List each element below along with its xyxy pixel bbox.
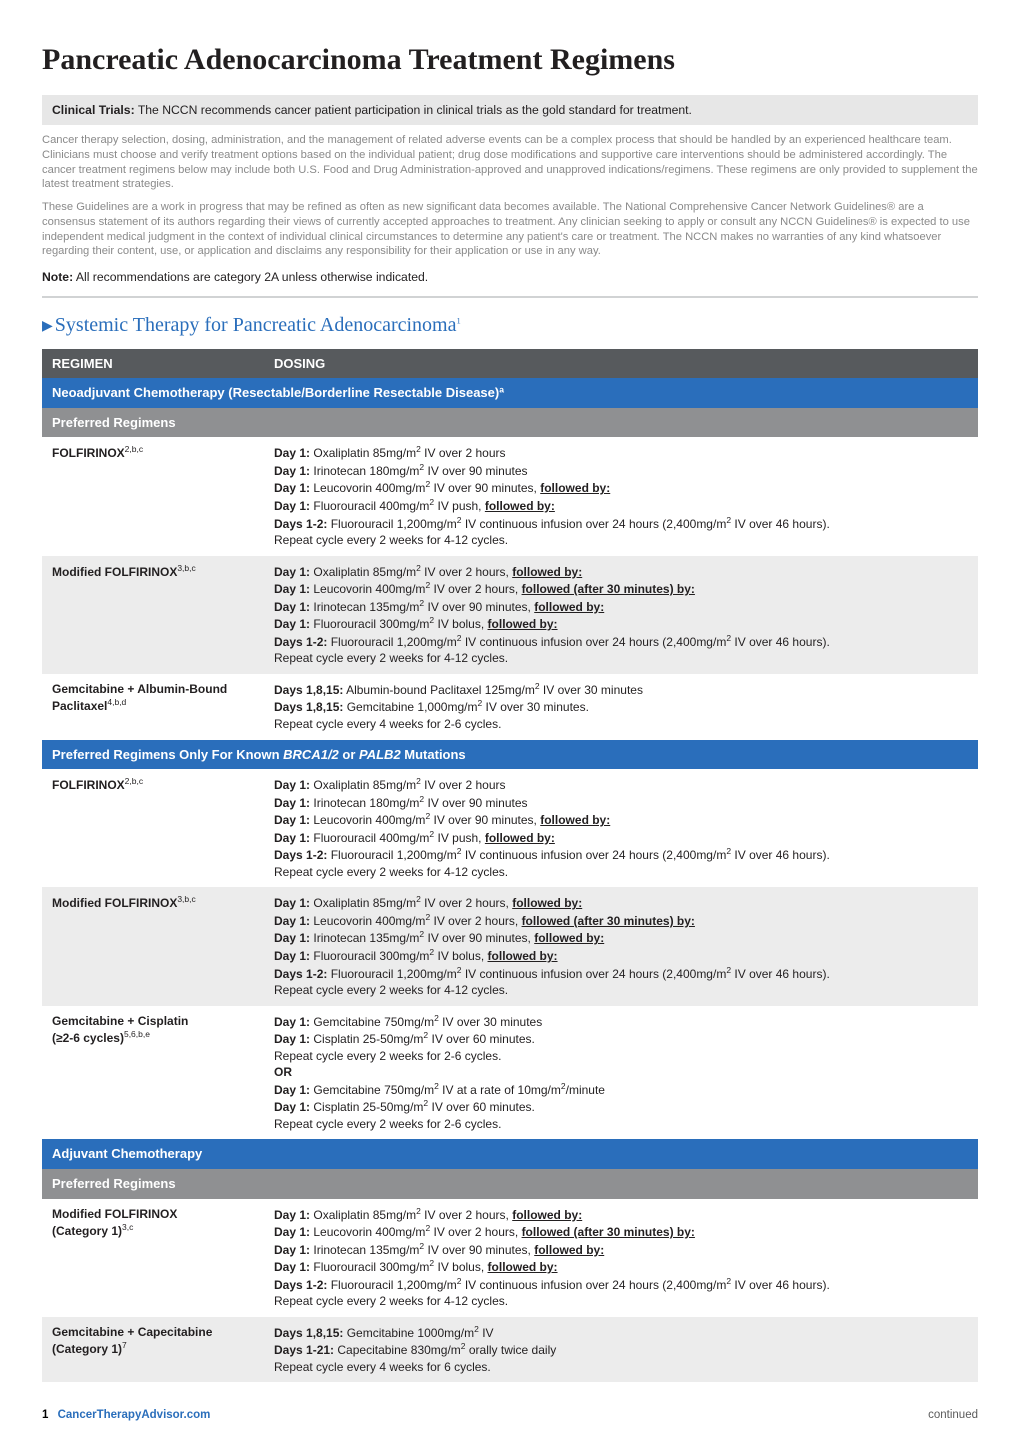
dosing-cell: Days 1,8,15: Albumin-bound Paclitaxel 12…: [264, 674, 978, 740]
header-regimen: REGIMEN: [42, 349, 264, 379]
page-title: Pancreatic Adenocarcinoma Treatment Regi…: [42, 40, 978, 81]
regimens-table: REGIMEN DOSING Neoadjuvant Chemotherapy …: [42, 349, 978, 1383]
regimen-cell: Gemcitabine + Capecitabine(Category 1)7: [42, 1317, 264, 1383]
clinical-trials-label: Clinical Trials:: [52, 103, 135, 117]
header-dosing: DOSING: [264, 349, 978, 379]
clinical-trials-text: The NCCN recommends cancer patient parti…: [138, 103, 692, 117]
table-row: Modified FOLFIRINOX(Category 1)3,c Day 1…: [42, 1199, 978, 1317]
band-preferred-2-text: Preferred Regimens: [42, 1169, 978, 1199]
note-label: Note:: [42, 270, 73, 284]
dosing-cell: Day 1: Oxaliplatin 85mg/m2 IV over 2 hou…: [264, 1199, 978, 1317]
band-brca-pre: Preferred Regimens Only For Known: [52, 747, 283, 762]
regimen-cell: Modified FOLFIRINOX3,b,c: [42, 887, 264, 1005]
dosing-cell: Day 1: Oxaliplatin 85mg/m2 IV over 2 hou…: [264, 437, 978, 555]
regimen-cell: FOLFIRINOX2,b,c: [42, 769, 264, 887]
dosing-cell: Day 1: Oxaliplatin 85mg/m2 IV over 2 hou…: [264, 556, 978, 674]
table-row: Gemcitabine + Capecitabine(Category 1)7 …: [42, 1317, 978, 1383]
band-adjuvant-text: Adjuvant Chemotherapy: [42, 1139, 978, 1169]
band-brca-ital2: PALB2: [359, 747, 401, 762]
band-brca-text: Preferred Regimens Only For Known BRCA1/…: [42, 740, 978, 770]
table-row: Modified FOLFIRINOX3,b,c Day 1: Oxalipla…: [42, 887, 978, 1005]
intro-paragraph-1: Cancer therapy selection, dosing, admini…: [42, 133, 978, 192]
dosing-cell: Day 1: Oxaliplatin 85mg/m2 IV over 2 hou…: [264, 769, 978, 887]
dosing-cell: Day 1: Gemcitabine 750mg/m2 IV over 30 m…: [264, 1006, 978, 1140]
page-footer: 1 CancerTherapyAdvisor.com continued: [42, 1408, 978, 1424]
table-row: Gemcitabine + Cisplatin(≥2-6 cycles)5,6,…: [42, 1006, 978, 1140]
band-preferred-1: Preferred Regimens: [42, 408, 978, 438]
clinical-trials-box: Clinical Trials: The NCCN recommends can…: [42, 95, 978, 125]
section-heading-text: Systemic Therapy for Pancreatic Adenocar…: [55, 314, 457, 336]
note-line: Note: All recommendations are category 2…: [42, 269, 978, 285]
regimen-cell: Gemcitabine + Albumin-Bound Paclitaxel4,…: [42, 674, 264, 740]
band-neoadjuvant-text: Neoadjuvant Chemotherapy (Resectable/Bor…: [42, 378, 978, 408]
triangle-icon: ▶: [42, 319, 53, 334]
page-number: 1: [42, 1409, 48, 1421]
regimen-cell: Modified FOLFIRINOX3,b,c: [42, 556, 264, 674]
section-heading: ▶Systemic Therapy for Pancreatic Adenoca…: [42, 312, 978, 339]
band-preferred-1-text: Preferred Regimens: [42, 408, 978, 438]
band-brca: Preferred Regimens Only For Known BRCA1/…: [42, 740, 978, 770]
regimen-cell: Gemcitabine + Cisplatin(≥2-6 cycles)5,6,…: [42, 1006, 264, 1140]
section-heading-sup: 1: [456, 315, 460, 325]
band-neoadjuvant: Neoadjuvant Chemotherapy (Resectable/Bor…: [42, 378, 978, 408]
table-row: Modified FOLFIRINOX3,b,c Day 1: Oxalipla…: [42, 556, 978, 674]
table-header-row: REGIMEN DOSING: [42, 349, 978, 379]
intro-paragraph-2: These Guidelines are a work in progress …: [42, 200, 978, 259]
dosing-cell: Day 1: Oxaliplatin 85mg/m2 IV over 2 hou…: [264, 887, 978, 1005]
footer-continued: continued: [928, 1408, 978, 1424]
table-row: Gemcitabine + Albumin-Bound Paclitaxel4,…: [42, 674, 978, 740]
table-row: FOLFIRINOX2,b,c Day 1: Oxaliplatin 85mg/…: [42, 769, 978, 887]
dosing-cell: Days 1,8,15: Gemcitabine 1000mg/m2 IVDay…: [264, 1317, 978, 1383]
band-adjuvant: Adjuvant Chemotherapy: [42, 1139, 978, 1169]
band-brca-post: Mutations: [401, 747, 466, 762]
band-preferred-2: Preferred Regimens: [42, 1169, 978, 1199]
section-divider: [42, 296, 978, 298]
footer-site: CancerTherapyAdvisor.com: [58, 1409, 211, 1421]
band-brca-mid: or: [339, 747, 359, 762]
regimen-cell: FOLFIRINOX2,b,c: [42, 437, 264, 555]
footer-left: 1 CancerTherapyAdvisor.com: [42, 1408, 210, 1424]
note-text: All recommendations are category 2A unle…: [76, 270, 428, 284]
table-row: FOLFIRINOX2,b,c Day 1: Oxaliplatin 85mg/…: [42, 437, 978, 555]
band-brca-ital1: BRCA1/2: [283, 747, 339, 762]
regimen-cell: Modified FOLFIRINOX(Category 1)3,c: [42, 1199, 264, 1317]
